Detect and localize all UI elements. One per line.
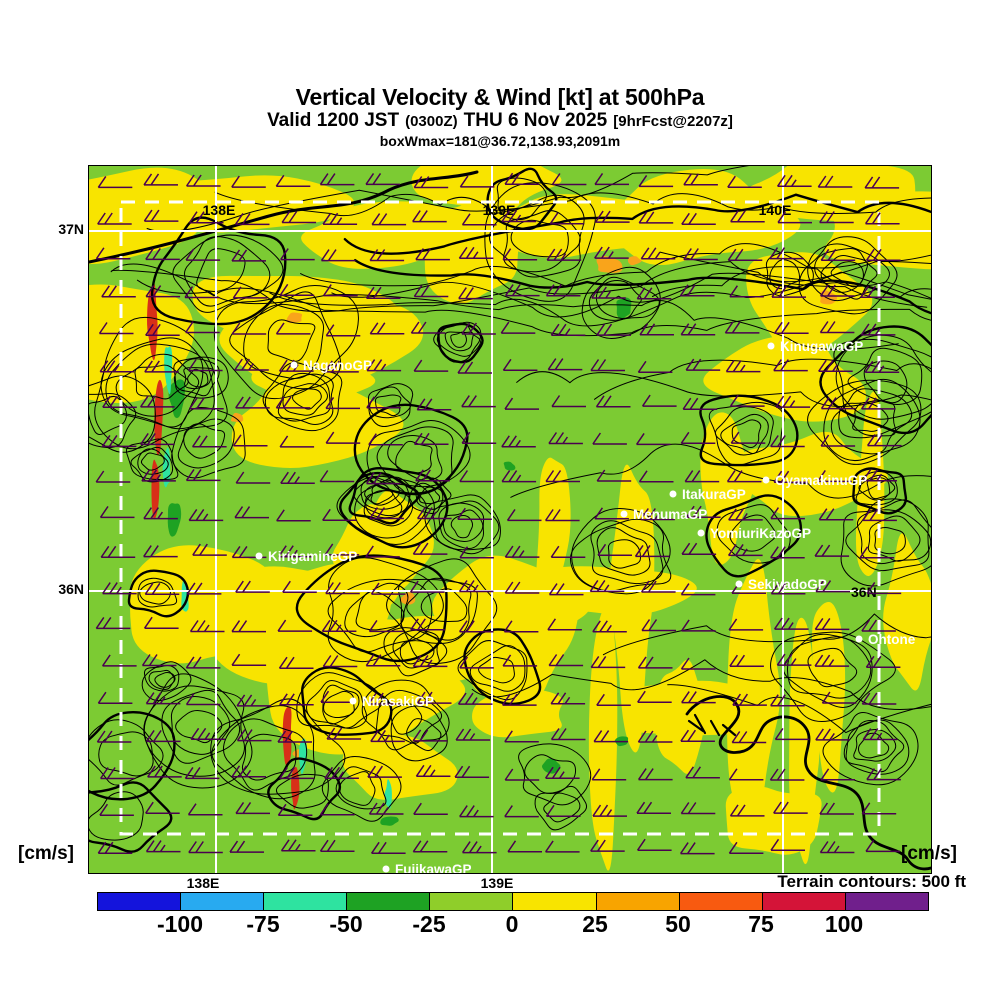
colorbar-segment	[180, 893, 264, 910]
units-label-right: [cm/s]	[901, 843, 957, 864]
velocity-extreme-spot	[167, 297, 632, 826]
colorbar-tick-label: -75	[246, 911, 280, 937]
site-label: YomiuriKazoGP	[710, 526, 811, 541]
terrain-contours-note: Terrain contours: 500 ft	[777, 872, 966, 891]
colorbar-tick-label: 0	[505, 911, 519, 937]
vertical-velocity-map-canvas: 138E 139E 140E36NNaganoGPKinugawaGPOyamaki…	[89, 166, 931, 873]
colorbar-tick-label: -100	[156, 911, 204, 937]
colorbar-segment	[595, 893, 679, 910]
site-label: SekiyadoGP	[748, 577, 827, 592]
lat-label-37n: 37N	[58, 221, 84, 237]
lat-label-36n: 36N	[58, 581, 84, 597]
wind-barbs	[95, 172, 902, 855]
boxwmax-line: boxWmax=181@36.72,138.93,2091m	[379, 133, 621, 149]
lon-label-top: 138E	[203, 202, 236, 218]
site-label: FujikawaGP	[395, 862, 472, 873]
site-dot	[697, 529, 705, 537]
colorbar-tick-label: -50	[329, 911, 363, 937]
site-label: NaganoGP	[303, 358, 372, 373]
graticule	[89, 166, 931, 873]
colorbar-tick-label: 100	[824, 911, 864, 937]
valid-time-prefix: Valid 1200 JST	[267, 110, 400, 131]
site-label: KirigamineGP	[268, 549, 357, 564]
units-label-left: [cm/s]	[18, 843, 74, 864]
site-dot	[762, 476, 770, 484]
site-label: ItakuraGP	[682, 487, 746, 502]
site-label: Ohtone	[868, 632, 916, 647]
colorbar-segment	[512, 893, 596, 910]
colorbar-tick-label: 25	[582, 911, 608, 937]
colorbar-segment	[98, 893, 181, 910]
chart-valid-time: Valid 1200 JST (0300Z) THU 6 Nov 2025 [9hrF…	[0, 110, 1000, 132]
site-dot	[349, 697, 357, 705]
site-dot	[290, 361, 298, 369]
lon-label-top: 140E	[759, 202, 792, 218]
site-label: NirasakiGP	[362, 694, 434, 709]
map-area: 138E 139E 140E 36N NaganoGP KinugawaGP Oyamaki…	[88, 165, 932, 874]
site-dot	[767, 342, 775, 350]
velocity-colorbar	[97, 892, 929, 911]
colorbar-segment	[429, 893, 513, 910]
site-label: OyamakinuGP	[775, 473, 867, 488]
site-markers: NaganoGP KinugawaGP OyamakinuGP ItakuraGP Me…	[255, 339, 916, 873]
colorbar-segment	[761, 893, 845, 910]
colorbar-tick-label: 50	[665, 911, 691, 937]
chart-title: Vertical Velocity & Wind [kt] at 500hPa	[295, 84, 705, 110]
lon-label-top: 139E	[483, 202, 516, 218]
site-dot	[255, 552, 263, 560]
lon-label-bottom-138e: 138E	[186, 875, 220, 891]
site-dot	[669, 490, 677, 498]
site-label: KinugawaGP	[780, 339, 863, 354]
lon-label-bottom-139e: 139E	[480, 875, 514, 891]
site-dot	[855, 635, 863, 643]
site-dot	[382, 865, 390, 873]
colorbar-segment	[844, 893, 928, 910]
site-dot	[620, 510, 628, 518]
colorbar-segment	[346, 893, 430, 910]
valid-date: THU 6 Nov 2025	[463, 110, 608, 131]
colorbar-tick-labels: -100 -75 -50 -25 0 25 50 75 100	[97, 911, 927, 945]
colorbar-segment	[678, 893, 762, 910]
forecast-tag: [9hrFcst@2207z]	[613, 113, 733, 130]
colorbar-tick-label: -25	[412, 911, 446, 937]
site-dot	[735, 580, 743, 588]
colorbar-segment	[263, 893, 347, 910]
valid-time-utc: (0300Z)	[405, 113, 458, 130]
site-label: MenumaGP	[633, 507, 707, 522]
colorbar-tick-label: 75	[748, 911, 774, 937]
coastline	[685, 695, 931, 871]
